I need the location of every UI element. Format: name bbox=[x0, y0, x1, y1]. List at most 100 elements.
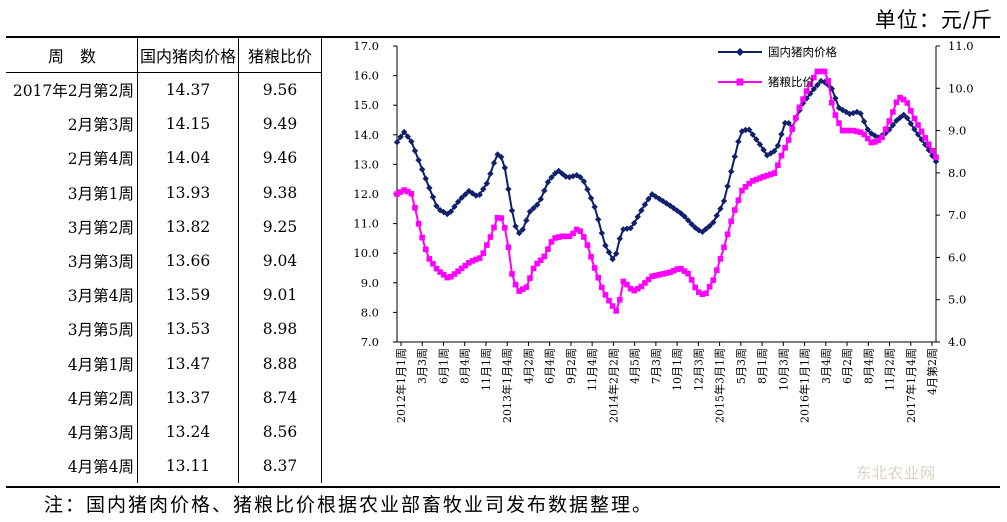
data-point-pig-grain-ratio bbox=[721, 244, 727, 251]
data-point-pig-grain-ratio bbox=[785, 137, 792, 143]
data-point-pig-grain-ratio bbox=[764, 172, 770, 179]
watermark-logo: 东北农业网 bbox=[856, 464, 937, 482]
data-point-pig-grain-ratio bbox=[710, 277, 717, 284]
data-point-pork-price bbox=[900, 111, 907, 119]
data-point-pig-grain-ratio bbox=[685, 270, 691, 277]
data-point-pig-grain-ratio bbox=[649, 273, 655, 280]
table-cell-pig-grain-ratio: 8.74 bbox=[238, 380, 322, 415]
data-point-pig-grain-ratio bbox=[430, 260, 436, 267]
x-axis-tick-label: 5月3周 bbox=[735, 348, 748, 384]
data-point-pig-grain-ratio bbox=[462, 262, 469, 269]
data-point-pig-grain-ratio bbox=[577, 228, 584, 234]
table-cell-pork-price: 13.11 bbox=[137, 449, 239, 484]
data-point-pig-grain-ratio bbox=[656, 271, 663, 278]
legend-label-pork-price: 国内猪肉价格 bbox=[768, 45, 837, 59]
data-point-pig-grain-ratio bbox=[552, 235, 558, 241]
right-axis-tick-label: 8.0 bbox=[948, 166, 966, 180]
data-point-pig-grain-ratio bbox=[828, 99, 835, 106]
data-point-pig-grain-ratio bbox=[789, 126, 796, 132]
data-point-pig-grain-ratio bbox=[401, 187, 407, 193]
data-point-pig-grain-ratio bbox=[926, 141, 932, 148]
data-point-pig-grain-ratio bbox=[929, 147, 936, 154]
column-header-pork-price: 国内猪肉价格 bbox=[137, 38, 239, 73]
data-point-pig-grain-ratio bbox=[933, 154, 939, 161]
x-axis-tick-label: 8月4周 bbox=[459, 348, 472, 384]
table-cell-pork-price: 13.24 bbox=[137, 414, 239, 450]
data-point-pig-grain-ratio bbox=[678, 265, 684, 272]
x-axis-tick-label: 10月1周 bbox=[671, 348, 684, 391]
data-point-pork-price bbox=[577, 173, 584, 181]
data-point-pig-grain-ratio bbox=[466, 260, 472, 266]
table-cell-pork-price: 13.37 bbox=[137, 380, 239, 415]
data-point-pig-grain-ratio bbox=[915, 122, 921, 128]
table-row: 2017年2月第2周 14.37 9.56 bbox=[6, 72, 322, 108]
left-axis-tick-label: 16.0 bbox=[353, 69, 379, 83]
data-point-pig-grain-ratio bbox=[484, 242, 490, 248]
data-point-pork-price bbox=[627, 224, 634, 232]
table-cell-pig-grain-ratio: 9.38 bbox=[238, 175, 322, 210]
data-point-pork-price bbox=[688, 220, 695, 228]
x-axis-tick-label: 2017年1月4周 bbox=[904, 348, 918, 423]
data-point-pig-grain-ratio bbox=[595, 274, 602, 281]
data-point-pig-grain-ratio bbox=[832, 112, 839, 118]
right-axis-tick-label: 9.0 bbox=[948, 124, 966, 138]
right-axis-tick-label: 10.0 bbox=[948, 81, 974, 95]
data-point-pig-grain-ratio bbox=[775, 162, 781, 169]
x-axis-tick-label: 12月3周 bbox=[692, 348, 705, 391]
table-cell-week: 3月第4周 bbox=[67, 287, 134, 306]
data-point-pork-price bbox=[652, 193, 659, 200]
data-point-pig-grain-ratio bbox=[458, 265, 465, 272]
data-point-pork-price bbox=[451, 203, 458, 210]
data-point-pig-grain-ratio bbox=[897, 94, 903, 101]
data-point-pork-price bbox=[778, 131, 785, 138]
x-axis-tick-label: 4月第2周 bbox=[925, 348, 939, 395]
data-point-pork-price bbox=[458, 194, 465, 202]
data-point-pork-price bbox=[523, 217, 530, 224]
x-axis-tick-label: 4月2周 bbox=[522, 348, 535, 384]
data-point-pork-price bbox=[860, 118, 868, 125]
table-cell-week: 4月第2周 bbox=[67, 389, 134, 408]
table-cell-week: 2月第3周 bbox=[67, 116, 134, 135]
price-chart: 7.0 8.0 9.0 10.0 11.0 12.0 13.0 14.0 15.0 16.0 17.… bbox=[353, 39, 974, 423]
table-cell-pig-grain-ratio: 8.56 bbox=[238, 414, 322, 450]
data-point-pig-grain-ratio bbox=[570, 230, 576, 237]
legend-marker-pork-price bbox=[736, 48, 744, 56]
table-cell-pork-price: 13.47 bbox=[137, 346, 239, 381]
table-cell-pig-grain-ratio: 9.04 bbox=[238, 243, 322, 279]
x-axis-tick-label: 2012年1月1周 bbox=[394, 348, 408, 423]
data-point-pig-grain-ratio bbox=[703, 290, 709, 297]
data-point-pork-price bbox=[850, 109, 857, 117]
data-point-pork-price bbox=[393, 139, 401, 146]
data-point-pig-grain-ratio bbox=[548, 239, 555, 245]
data-point-pig-grain-ratio bbox=[778, 152, 785, 159]
data-point-pig-grain-ratio bbox=[545, 246, 551, 252]
data-point-pork-price bbox=[541, 187, 548, 194]
x-axis-tick-label: 11月4周 bbox=[586, 348, 599, 391]
data-point-pig-grain-ratio bbox=[872, 139, 878, 145]
left-axis-tick-label: 17.0 bbox=[353, 39, 379, 53]
data-point-pig-grain-ratio bbox=[480, 250, 487, 256]
data-point-pork-price bbox=[742, 126, 749, 134]
data-point-pig-grain-ratio bbox=[527, 275, 533, 281]
data-point-pork-price bbox=[785, 119, 792, 127]
table-row: 2月第3周 14.15 9.49 bbox=[6, 107, 322, 142]
table-row: 3月第2周 13.82 9.25 bbox=[6, 209, 322, 244]
data-point-pork-price bbox=[490, 159, 498, 167]
data-point-pig-grain-ratio bbox=[739, 187, 745, 194]
data-point-pork-price bbox=[645, 195, 652, 203]
right-axis-tick-label: 6.0 bbox=[948, 250, 966, 264]
data-point-pork-price bbox=[886, 126, 893, 133]
data-point-pig-grain-ratio bbox=[864, 135, 871, 142]
data-point-pork-price bbox=[810, 85, 818, 93]
data-point-pig-grain-ratio bbox=[620, 278, 627, 285]
data-point-pork-price bbox=[929, 152, 936, 159]
data-point-pork-price bbox=[415, 156, 422, 164]
x-axis-tick-label: 2015年3月1周 bbox=[713, 348, 727, 423]
left-axis-tick-label: 11.0 bbox=[353, 217, 379, 231]
table-cell-week: 3月第2周 bbox=[67, 218, 134, 237]
table-cell-pig-grain-ratio: 9.56 bbox=[238, 72, 322, 108]
table-row: 4月第2周 13.37 8.74 bbox=[6, 380, 322, 415]
data-point-pork-price bbox=[724, 183, 731, 190]
data-point-pork-price bbox=[735, 138, 742, 145]
right-axis-tick-label: 11.0 bbox=[948, 39, 974, 53]
